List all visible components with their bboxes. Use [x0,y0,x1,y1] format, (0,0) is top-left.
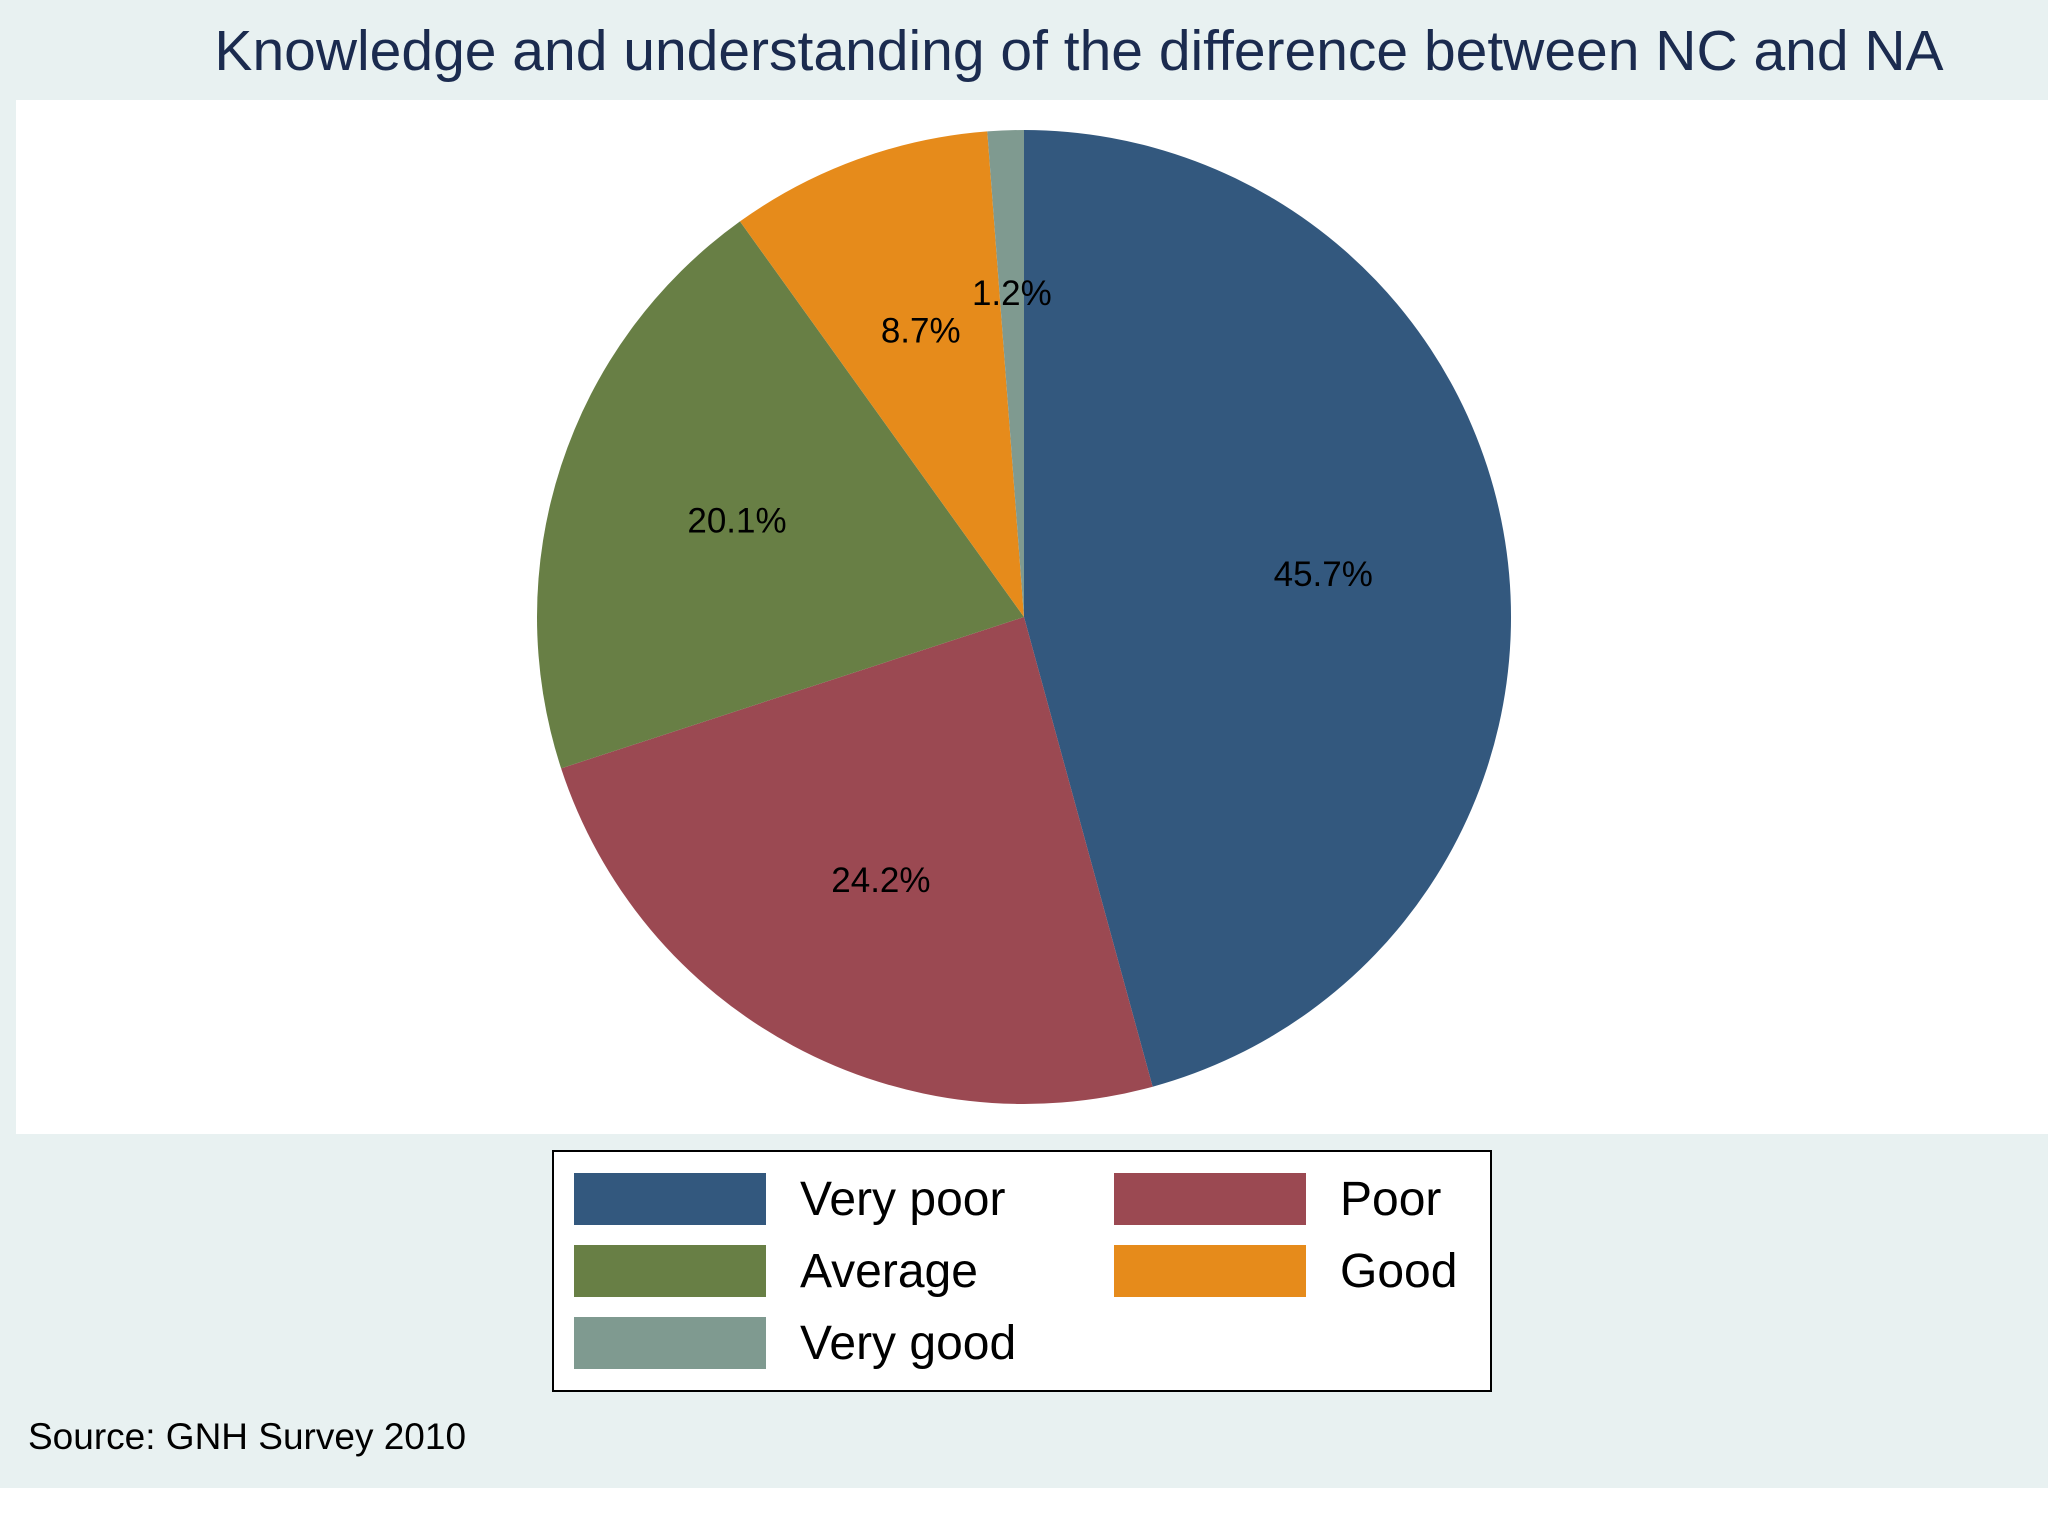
pie-slices [536,130,1512,1105]
legend-label-very-good: Very good [800,1316,1017,1370]
legend-swatch-poor [1114,1173,1306,1225]
chart-title: Knowledge and understanding of the diffe… [214,19,1944,83]
legend-label-good: Good [1340,1244,1458,1298]
source-note: Source: GNH Survey 2010 [28,1416,467,1457]
legend-item-poor: Poor [1114,1172,1441,1226]
legend-swatch-good [1114,1245,1306,1297]
slice-label-very-poor: 45.7% [1274,555,1373,594]
chart-legend: Very poor Poor Average Good Very good [552,1150,1492,1392]
legend-swatch-very-poor [574,1173,766,1225]
plot-region: 45.7% 24.2% 20.1% 8.7% 1.2% [16,100,2048,1134]
legend-label-average: Average [800,1244,978,1298]
legend-label-very-poor: Very poor [800,1172,1006,1226]
slice-label-very-good: 1.2% [972,274,1052,313]
legend-item-good: Good [1114,1244,1457,1298]
slice-label-average: 20.1% [687,501,786,540]
legend-item-very-poor: Very poor [574,1172,1005,1226]
slice-label-good: 8.7% [881,312,961,351]
pie-chart: 45.7% 24.2% 20.1% 8.7% 1.2% [536,130,1512,1105]
pie-slice-very-poor [1024,130,1512,1087]
legend-item-very-good: Very good [574,1316,1016,1370]
pie-slice-labels: 45.7% 24.2% 20.1% 8.7% 1.2% [687,274,1372,900]
legend-item-average: Average [574,1244,978,1298]
chart-canvas: Knowledge and understanding of the diffe… [0,0,2048,1488]
slice-label-poor: 24.2% [831,861,930,900]
pie-slice-very-good [987,130,1024,617]
pie-slice-average [536,221,1024,769]
legend-swatch-average [574,1245,766,1297]
pie-slice-good [739,131,1024,617]
legend-swatch-very-good [574,1317,766,1369]
pie-slice-poor [561,617,1153,1105]
legend-label-poor: Poor [1340,1172,1442,1226]
